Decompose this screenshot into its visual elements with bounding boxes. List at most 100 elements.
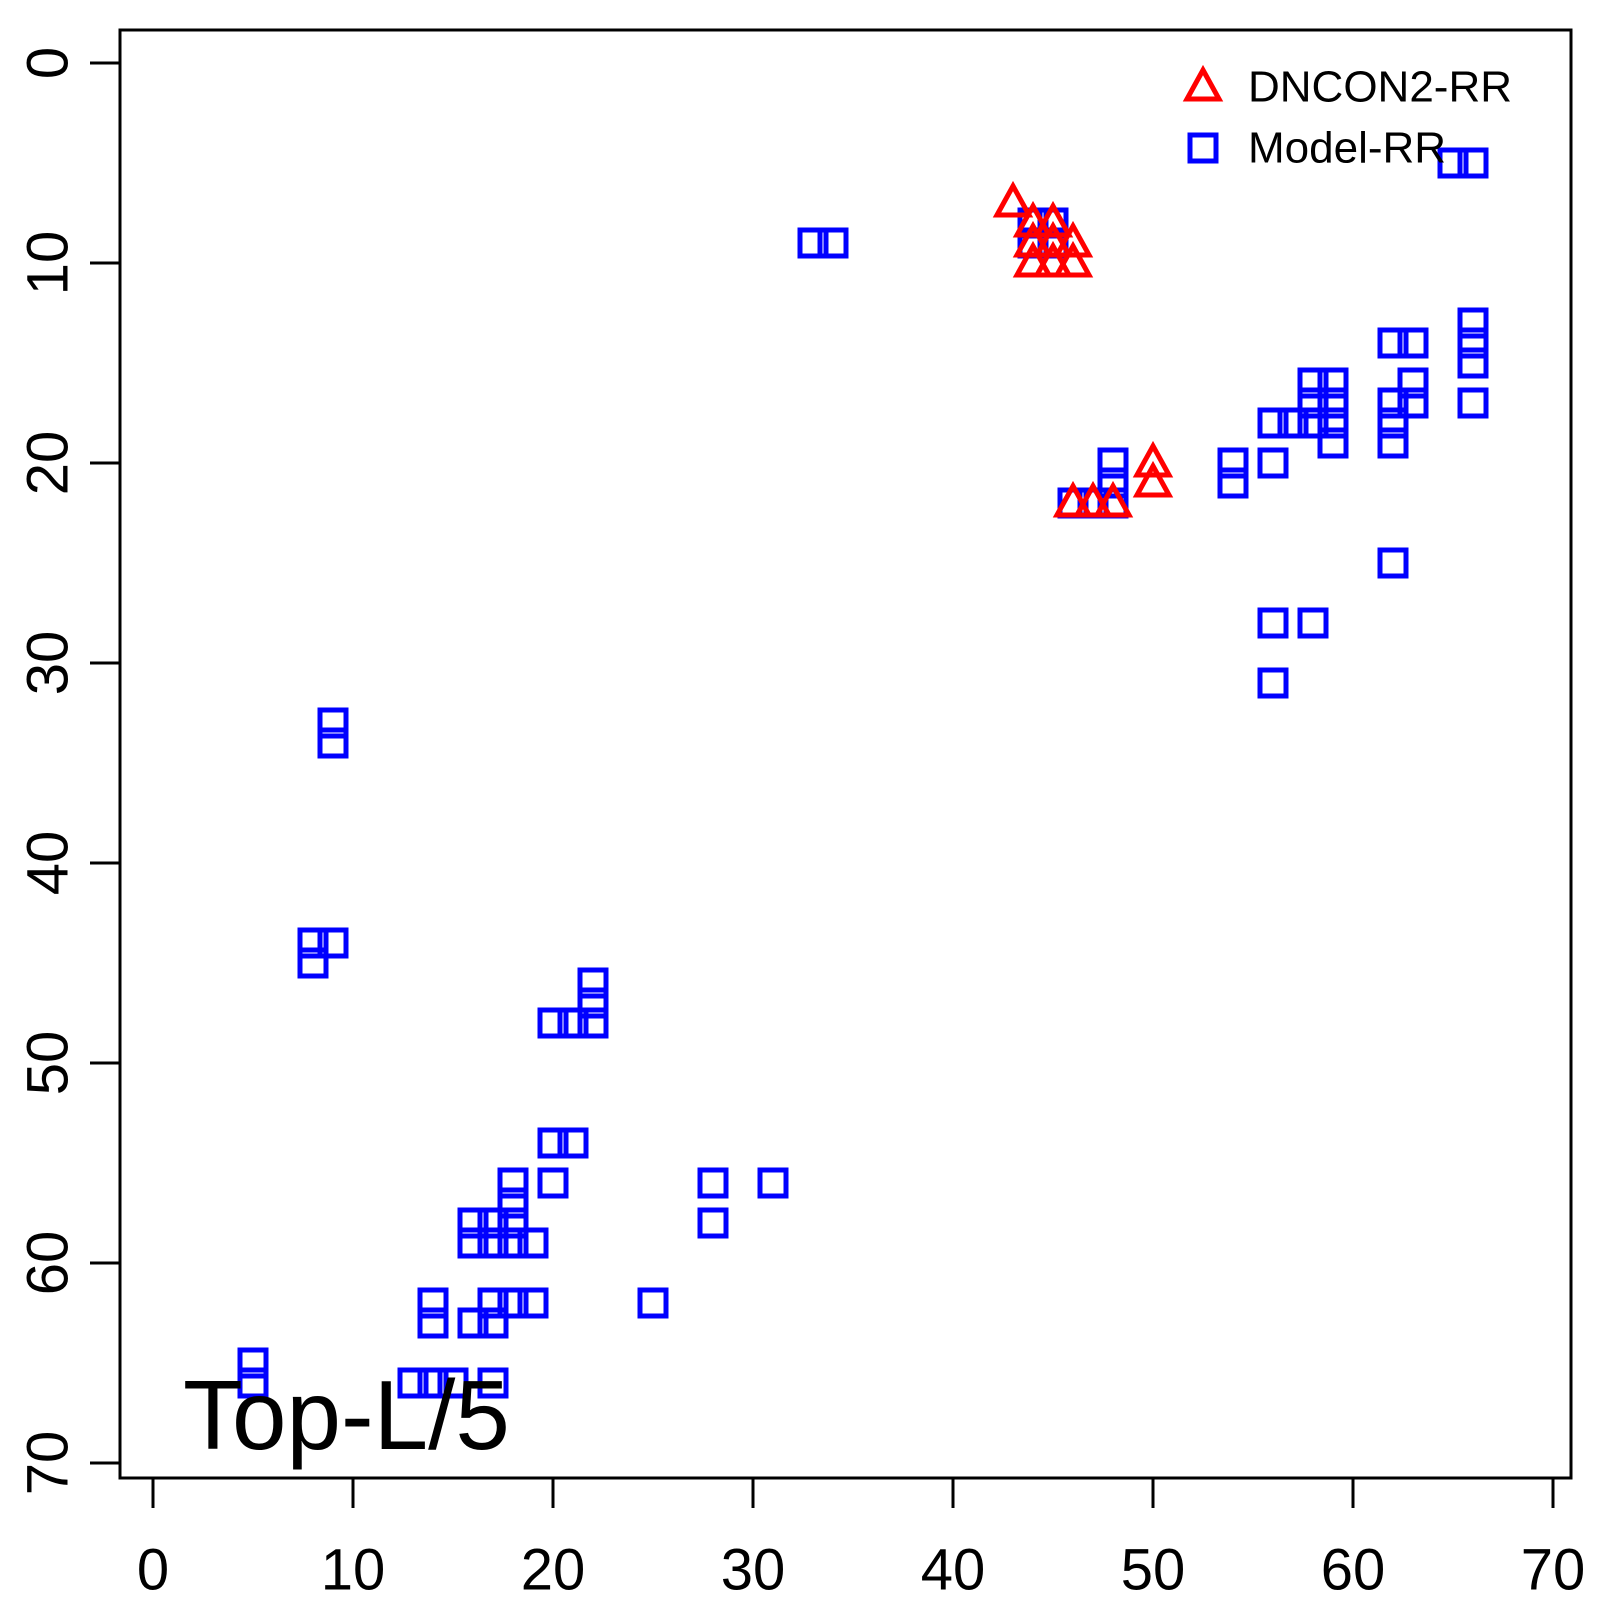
data-point-square: [397, 1367, 429, 1399]
data-point-triangle: [1052, 480, 1094, 518]
data-point-square: [1277, 407, 1309, 439]
data-point-square: [417, 1307, 449, 1339]
data-point-square: [477, 1367, 509, 1399]
data-point-square: [1397, 327, 1429, 359]
x-tick-label: 10: [321, 1538, 386, 1600]
data-point-square: [497, 1207, 529, 1239]
data-point-square: [1257, 407, 1289, 439]
plot-border: [118, 28, 1573, 1480]
data-point-square: [797, 227, 829, 259]
data-point-triangle: [1052, 240, 1094, 278]
data-point-triangle: [1032, 240, 1074, 278]
data-point-square: [1297, 387, 1329, 419]
data-point-square: [537, 1127, 569, 1159]
data-point-triangle: [1012, 220, 1054, 258]
data-point-square: [1317, 427, 1349, 459]
y-tick-label: 0: [16, 47, 81, 79]
data-point-square: [577, 987, 609, 1019]
data-point-square: [1377, 327, 1409, 359]
data-point-square: [697, 1207, 729, 1239]
data-point-square: [1457, 387, 1489, 419]
data-point-square: [1317, 407, 1349, 439]
data-point-triangle: [1132, 460, 1174, 498]
data-point-square: [1437, 147, 1469, 179]
data-point-square: [1457, 327, 1489, 359]
data-point-square: [477, 1227, 509, 1259]
data-point-square: [757, 1167, 789, 1199]
data-point-square: [1397, 387, 1429, 419]
data-point-square: [1317, 367, 1349, 399]
data-point-square: [437, 1367, 469, 1399]
data-point-square: [1377, 407, 1409, 439]
data-point-square: [417, 1367, 449, 1399]
data-point-square: [297, 947, 329, 979]
data-point-square: [1257, 447, 1289, 479]
data-point-square: [1297, 607, 1329, 639]
legend-square-icon: [1187, 132, 1219, 164]
data-point-square: [537, 1007, 569, 1039]
data-point-square: [1097, 467, 1129, 499]
x-tick-label: 20: [521, 1538, 586, 1600]
data-point-square: [1377, 427, 1409, 459]
y-tick-label: 50: [16, 1031, 81, 1096]
data-point-triangle: [992, 180, 1034, 218]
data-point-square: [1457, 307, 1489, 339]
data-point-square: [577, 1007, 609, 1039]
data-point-square: [1097, 447, 1129, 479]
legend-label: Model-RR: [1248, 124, 1446, 173]
y-tick-label: 40: [16, 831, 81, 896]
data-point-square: [1217, 467, 1249, 499]
data-point-square: [497, 1287, 529, 1319]
data-point-square: [477, 1307, 509, 1339]
data-point-triangle: [1092, 480, 1134, 518]
series-model-rr: [237, 147, 1489, 1399]
data-point-square: [577, 967, 609, 999]
data-point-square: [317, 727, 349, 759]
data-point-square: [1377, 547, 1409, 579]
data-point-triangle: [1132, 440, 1174, 478]
y-tick-label: 30: [16, 631, 81, 696]
data-point-square: [517, 1287, 549, 1319]
data-point-square: [1377, 387, 1409, 419]
data-point-square: [457, 1227, 489, 1259]
y-tick-label: 10: [16, 231, 81, 296]
legend-triangle-icon: [1182, 64, 1224, 102]
data-point-square: [237, 1367, 269, 1399]
data-point-square: [1297, 407, 1329, 439]
data-point-square: [557, 1007, 589, 1039]
data-point-square: [497, 1167, 529, 1199]
y-tick-label: 60: [16, 1231, 81, 1296]
series-dncon2-rr: [992, 180, 1174, 518]
data-point-triangle: [1032, 220, 1074, 258]
data-point-square: [477, 1207, 509, 1239]
data-point-square: [697, 1167, 729, 1199]
y-axis: 0 10 20 30 40 50 60 70: [16, 47, 120, 1496]
data-point-square: [637, 1287, 669, 1319]
data-point-square: [1257, 667, 1289, 699]
x-tick-label: 30: [721, 1538, 786, 1600]
data-point-square: [317, 927, 349, 959]
data-point-square: [1257, 607, 1289, 639]
data-point-triangle: [1032, 200, 1074, 238]
x-tick-label: 70: [1521, 1538, 1586, 1600]
data-point-square: [497, 1187, 529, 1219]
data-point-square: [1397, 367, 1429, 399]
data-point-square: [1217, 447, 1249, 479]
y-tick-label: 70: [16, 1431, 81, 1496]
data-point-square: [1457, 147, 1489, 179]
x-tick-label: 60: [1321, 1538, 1386, 1600]
data-point-square: [1317, 387, 1349, 419]
annotation-label: Top-L/5: [183, 1360, 510, 1470]
data-point-square: [1457, 347, 1489, 379]
data-point-triangle: [1012, 200, 1054, 238]
data-point-square: [557, 1127, 589, 1159]
data-point-square: [317, 707, 349, 739]
x-tick-label: 0: [137, 1538, 169, 1600]
data-point-triangle: [1052, 220, 1094, 258]
x-axis: 0 10 20 30 40 50 60 70: [137, 1478, 1585, 1600]
data-point-square: [457, 1207, 489, 1239]
legend: DNCON2-RR Model-RR: [1182, 63, 1512, 173]
